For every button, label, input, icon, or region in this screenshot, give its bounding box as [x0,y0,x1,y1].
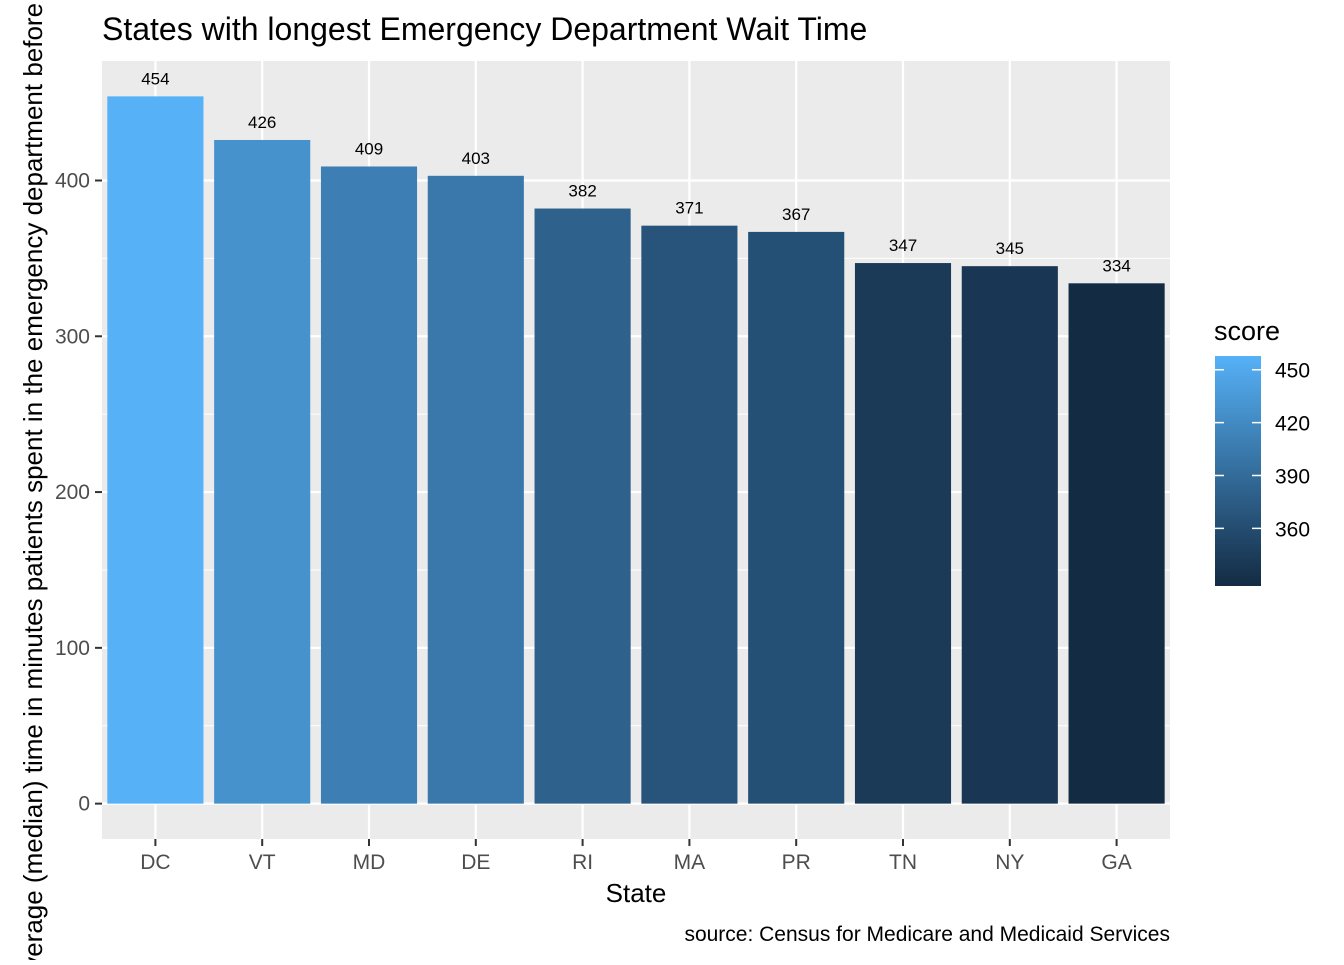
bar-VT [214,139,311,804]
bars [107,96,1165,804]
bar-DE [427,175,524,804]
bar-GA [1068,283,1165,804]
bar-RI [534,208,631,804]
legend-tick-label: 450 [1275,360,1310,383]
bar-value-labels: 454 426 409 403 382 371 367 347 345 334 [141,69,1131,275]
legend-tick-label: 390 [1275,465,1310,488]
legend-colorbar [1215,356,1261,586]
legend-tick-label: 420 [1275,413,1310,436]
x-axis-title: State [606,878,667,908]
bar-value-label: 409 [355,139,383,158]
x-tick-label: TN [889,851,917,874]
x-tick-label: NY [995,851,1024,874]
x-tick-label: DC [140,851,170,874]
y-axis: 0 100 200 300 400 [55,169,102,816]
y-tick-label: 400 [55,169,90,192]
y-axis-title: Average (median) time in minutes patient… [18,0,48,960]
legend-title: score [1214,316,1280,346]
legend-tick-label: 360 [1275,518,1310,541]
y-tick-label: 0 [78,793,90,816]
x-tick-label: DE [461,851,490,874]
bar-DC [107,96,204,804]
y-tick-label: 100 [55,637,90,660]
bar-value-label: 367 [782,205,810,224]
bar-value-label: 426 [248,113,276,132]
x-tick-label: PR [782,851,811,874]
y-tick-label: 300 [55,325,90,348]
bar-value-label: 334 [1102,256,1130,275]
bar-value-label: 382 [568,182,596,201]
bar-MD [320,166,418,804]
bar-value-label: 345 [996,239,1024,258]
bar-TN [854,263,952,804]
chart-caption: source: Census for Medicare and Medicaid… [684,923,1170,946]
bar-PR [748,231,845,804]
bar-value-label: 403 [462,149,490,168]
bar-value-label: 347 [889,236,917,255]
x-tick-label: RI [572,851,593,874]
y-tick-label: 200 [55,481,90,504]
x-tick-label: GA [1101,851,1131,874]
x-tick-label: VT [249,851,276,874]
x-axis: DC VT MD DE RI MA PR TN NY GA [140,839,1132,874]
bar-NY [961,266,1058,804]
bar-value-label: 371 [675,199,703,218]
bar-MA [641,225,738,804]
bar-value-label: 454 [141,69,169,88]
chart-title: States with longest Emergency Department… [102,11,867,47]
legend: score 450 420 390 360 [1214,316,1310,586]
x-tick-label: MD [353,851,386,874]
x-tick-label: MA [674,851,706,874]
